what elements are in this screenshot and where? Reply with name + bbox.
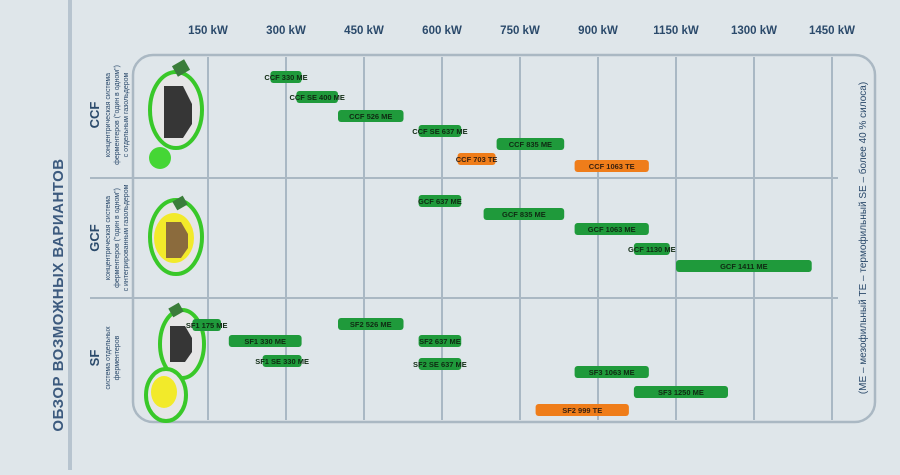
bar-sf2-526-me (338, 318, 404, 330)
bar-gcf-1411-me (676, 260, 812, 272)
bar-label-ccf-330-me: CCF 330 ME (264, 73, 307, 82)
x-tick-label: 600 kW (422, 25, 462, 37)
group-ccf-desc-line1: концентрическая система (105, 73, 112, 157)
page-title: ОБЗОР ВОЗМОЖНЫХ ВАРИАНТОВ (50, 158, 67, 431)
x-tick-label: 300 kW (266, 25, 306, 37)
x-tick-label: 750 kW (500, 25, 540, 37)
group-gcf-desc-line2: ферментеров ("один в одном") (114, 188, 121, 288)
bar-label-ccf-526-me: CCF 526 ME (349, 112, 392, 121)
bar-label-sf3-1250-me: SF3 1250 ME (658, 388, 704, 397)
bar-ccf-se-637-me (418, 125, 462, 137)
bar-label-sf2-526-me: SF2 526 ME (350, 320, 392, 329)
bar-gcf-1063-me (574, 223, 649, 235)
bar-sf2-999-te (535, 404, 629, 416)
bar-label-gcf-1063-me: GCF 1063 ME (588, 225, 636, 234)
x-tick-label: 1450 kW (809, 25, 855, 37)
x-tick-label: 450 kW (344, 25, 384, 37)
bar-ccf-526-me (338, 110, 404, 122)
bar-ccf-835-me (496, 138, 565, 150)
group-sf-label: SF (87, 350, 102, 367)
group-gcf-desc-line1: концентрическая система (105, 196, 112, 280)
group-gcf-label: GCF (87, 224, 102, 252)
bar-sf1-330-me (228, 335, 302, 347)
left-accent-bar (68, 0, 72, 470)
bar-label-sf1-330-me: SF1 330 ME (244, 337, 286, 346)
bar-label-gcf-1130-me: GCF 1130 ME (628, 245, 676, 254)
bar-sf3-1250-me (633, 386, 728, 398)
group-gcf-header: GCF концентрическая система ферментеров … (87, 184, 130, 291)
x-axis-ticks: 150 kW 300 kW 450 kW 600 kW 750 kW 900 kW 1150… (188, 25, 855, 37)
ccf-digester-illustration (148, 59, 204, 169)
bar-ccf-1063-te (574, 160, 649, 172)
group-ccf-header: CCF концентрическая система ферментеров … (87, 65, 130, 165)
bar-label-sf1-175-me: SF1 175 ME (186, 321, 228, 330)
bar-label-ccf-se-637-me: CCF SE 637 ME (412, 127, 467, 136)
chart-frame (131, 53, 877, 424)
bar-label-ccf-se-400-me: CCF SE 400 ME (289, 93, 344, 102)
bar-ccf-se-400-me (296, 91, 338, 103)
bar-sf2-637-me (418, 335, 462, 347)
bar-label-ccf-835-me: CCF 835 ME (509, 140, 552, 149)
legend-text: (ME – мезофильный TE – термофильный SE –… (857, 82, 869, 394)
bar-sf1-175-me (192, 319, 221, 331)
bars: CCF 330 ME CCF SE 400 ME CCF 526 ME CCF SE … (186, 71, 812, 416)
group-separators (90, 177, 838, 299)
bar-label-sf1-se-330-me: SF1 SE 330 ME (255, 357, 309, 366)
bar-sf2-se-637-me (418, 358, 462, 370)
bar-label-gcf-835-me: GCF 835 ME (502, 210, 546, 219)
bar-label-sf3-1063-me: SF3 1063 ME (589, 368, 635, 377)
bar-gcf-1130-me (633, 243, 670, 255)
bar-label-gcf-1411-me: GCF 1411 ME (720, 262, 768, 271)
bar-gcf-637-me (418, 195, 462, 207)
bar-label-sf2-999-te: SF2 999 TE (562, 406, 602, 415)
bar-sf3-1063-me (574, 366, 649, 378)
x-tick-label: 900 kW (578, 25, 618, 37)
x-tick-label: 1300 kW (731, 25, 777, 37)
bar-label-sf2-se-637-me: SF2 SE 637 ME (413, 360, 467, 369)
group-ccf-desc-line3: с отдельным газольдером (123, 72, 130, 157)
group-sf-desc-line1: система отдельных (105, 326, 112, 390)
bar-label-ccf-1063-te: CCF 1063 TE (589, 162, 635, 171)
bar-label-gcf-637-me: GCF 637 ME (418, 197, 462, 206)
bar-gcf-835-me (483, 208, 565, 220)
x-tick-label: 1150 kW (653, 25, 699, 37)
group-ccf-label: CCF (87, 102, 102, 129)
bar-ccf-703-te (457, 153, 496, 165)
bar-label-sf2-637-me: SF2 637 ME (419, 337, 461, 346)
bar-ccf-330-me (270, 71, 302, 83)
gcf-digester-illustration (148, 195, 204, 276)
group-sf-desc-line2: ферментеров (114, 335, 121, 380)
bar-label-ccf-703-te: CCF 703 TE (456, 155, 498, 164)
group-ccf-desc-line2: ферментеров ("один в одном") (114, 65, 121, 165)
group-gcf-desc-line3: с интегрированным газольдером (123, 184, 130, 291)
x-tick-label: 150 kW (188, 25, 228, 37)
group-sf-header: SF система отдельных ферментеров (87, 326, 121, 390)
bar-sf1-se-330-me (262, 355, 302, 367)
